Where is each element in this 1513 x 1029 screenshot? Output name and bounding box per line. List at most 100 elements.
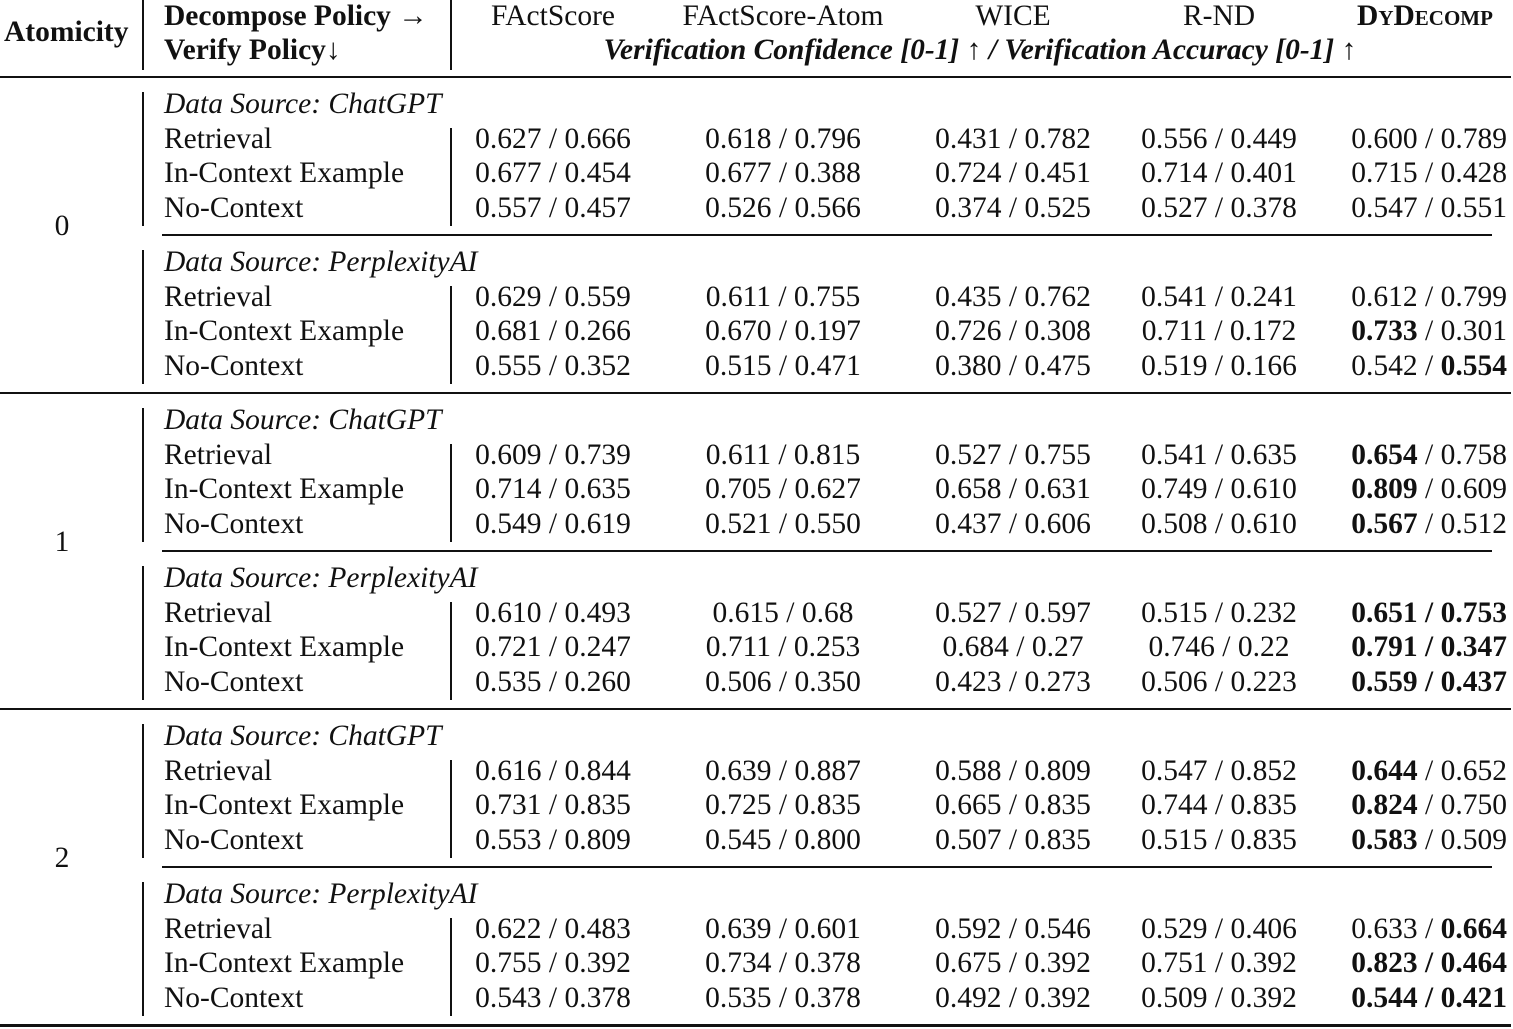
separator: / — [1417, 947, 1441, 979]
confidence-value: 0.611 — [705, 280, 771, 313]
separator: / — [1001, 438, 1025, 471]
table-cell: 0.658 / 0.631 — [935, 474, 1091, 505]
verify-policy-label: No-Context — [164, 981, 304, 1014]
confidence-value: 0.725 — [705, 789, 772, 821]
table-cell: 0.616 / 0.844 — [475, 756, 631, 787]
table-cell: 0.600 / 0.789 — [1351, 124, 1507, 155]
confidence-value: 0.509 — [1141, 981, 1208, 1014]
separator: / — [778, 596, 802, 629]
separator: / — [541, 823, 565, 856]
separator: / — [1417, 631, 1441, 663]
separator: / — [771, 912, 795, 945]
header-col-wice: WICE — [975, 0, 1051, 32]
separator: / — [1207, 823, 1231, 856]
confidence-value: 0.553 — [475, 823, 542, 856]
separator: / — [1417, 438, 1441, 471]
accuracy-value: 0.347 — [1440, 631, 1507, 663]
confidence-value: 0.615 — [712, 596, 779, 629]
verify-policy-label: In-Context Example — [164, 631, 405, 663]
verify-policy-label: Retrieval — [164, 438, 273, 471]
verify-policy-label: No-Context — [164, 191, 304, 224]
accuracy-value: 0.635 — [1230, 438, 1297, 471]
table-cell: 0.651 / 0.753 — [1351, 596, 1507, 629]
separator: / — [1207, 280, 1231, 313]
confidence-value: 0.677 — [475, 157, 542, 189]
confidence-value: 0.374 — [935, 191, 1002, 224]
block-separator-rule — [0, 708, 1511, 710]
table-cell: 0.639 / 0.601 — [705, 912, 861, 945]
data-source-label: Data Source: ChatGPT — [164, 720, 442, 752]
separator: / — [1417, 789, 1441, 821]
accuracy-value: 0.652 — [1440, 754, 1507, 787]
table-cell: 0.755 / 0.392 — [475, 947, 631, 979]
accuracy-value: 0.809 — [564, 823, 631, 856]
separator: / — [1001, 122, 1025, 155]
separator: / — [1207, 754, 1231, 787]
table-cell: 0.612 / 0.799 — [1351, 280, 1507, 313]
verify-policy-label: In-Context Example — [164, 473, 405, 505]
confidence-value: 0.506 — [705, 665, 772, 698]
table-cell: 0.721 / 0.247 — [475, 631, 631, 663]
table-cell: 0.675 / 0.392 — [935, 948, 1091, 979]
table-cell: 0.711 / 0.172 — [1142, 315, 1297, 347]
bottom-rule — [0, 1024, 1511, 1027]
confidence-value: 0.651 — [1351, 596, 1418, 629]
separator: / — [771, 823, 795, 856]
accuracy-value: 0.835 — [1230, 823, 1297, 856]
accuracy-value: 0.619 — [564, 507, 631, 540]
confidence-value: 0.755 — [475, 947, 542, 979]
accuracy-value: 0.800 — [794, 823, 861, 856]
separator: / — [771, 157, 795, 189]
accuracy-value: 0.352 — [564, 349, 631, 382]
header-col-factscore: FActScore — [491, 0, 615, 32]
atomicity-value: 2 — [54, 842, 70, 874]
table-cell: 0.556 / 0.449 — [1141, 124, 1297, 155]
accuracy-value: 0.610 — [1230, 507, 1297, 540]
table-cell: 0.726 / 0.308 — [935, 315, 1091, 347]
confidence-value: 0.714 — [1141, 157, 1208, 189]
confidence-value: 0.705 — [705, 473, 772, 505]
verify-policy-label: No-Context — [164, 507, 304, 540]
accuracy-value: 0.554 — [1440, 349, 1507, 382]
data-source-label: Data Source: PerplexityAI — [164, 246, 478, 278]
confidence-value: 0.726 — [935, 315, 1002, 347]
separator: / — [1207, 912, 1231, 945]
confidence-value: 0.665 — [935, 789, 1002, 821]
table-cell: 0.527 / 0.597 — [935, 598, 1091, 629]
separator: / — [1417, 280, 1441, 313]
accuracy-value: 0.509 — [1440, 823, 1507, 856]
confidence-value: 0.734 — [705, 947, 772, 979]
atomicity-value: 1 — [54, 526, 70, 558]
separator: / — [1206, 315, 1230, 347]
accuracy-value: 0.799 — [1440, 280, 1507, 313]
table-cell: 0.509 / 0.392 — [1141, 981, 1297, 1014]
confidence-value: 0.823 — [1351, 947, 1418, 979]
verify-policy-label: Retrieval — [164, 912, 273, 945]
separator: / — [1001, 349, 1025, 382]
separator: / — [1207, 438, 1231, 471]
accuracy-value: 0.796 — [794, 122, 861, 155]
separator: / — [541, 473, 565, 505]
separator: / — [1207, 665, 1231, 698]
table-cell: 0.644 / 0.652 — [1351, 754, 1507, 787]
separator: / — [1001, 280, 1025, 313]
confidence-value: 0.721 — [475, 631, 542, 663]
accuracy-value: 0.852 — [1230, 754, 1297, 787]
accuracy-value: 0.609 — [1440, 473, 1507, 505]
accuracy-value: 0.437 — [1440, 665, 1507, 698]
separator: / — [771, 754, 795, 787]
accuracy-value: 0.475 — [1024, 349, 1091, 382]
separator: / — [541, 665, 565, 698]
accuracy-value: 0.232 — [1230, 596, 1297, 629]
separator: / — [771, 507, 795, 540]
header-col-factscore-atom: FActScore-Atom — [682, 0, 884, 32]
verify-policy-label: No-Context — [164, 665, 304, 698]
data-source-label: Data Source: PerplexityAI — [164, 878, 478, 910]
accuracy-value: 0.22 — [1237, 631, 1290, 663]
separator: / — [1417, 473, 1441, 505]
accuracy-value: 0.762 — [1024, 280, 1091, 313]
table-cell: 0.437 / 0.606 — [935, 507, 1091, 540]
separator: / — [1417, 507, 1441, 540]
accuracy-value: 0.392 — [564, 947, 631, 979]
accuracy-value: 0.606 — [1024, 507, 1091, 540]
